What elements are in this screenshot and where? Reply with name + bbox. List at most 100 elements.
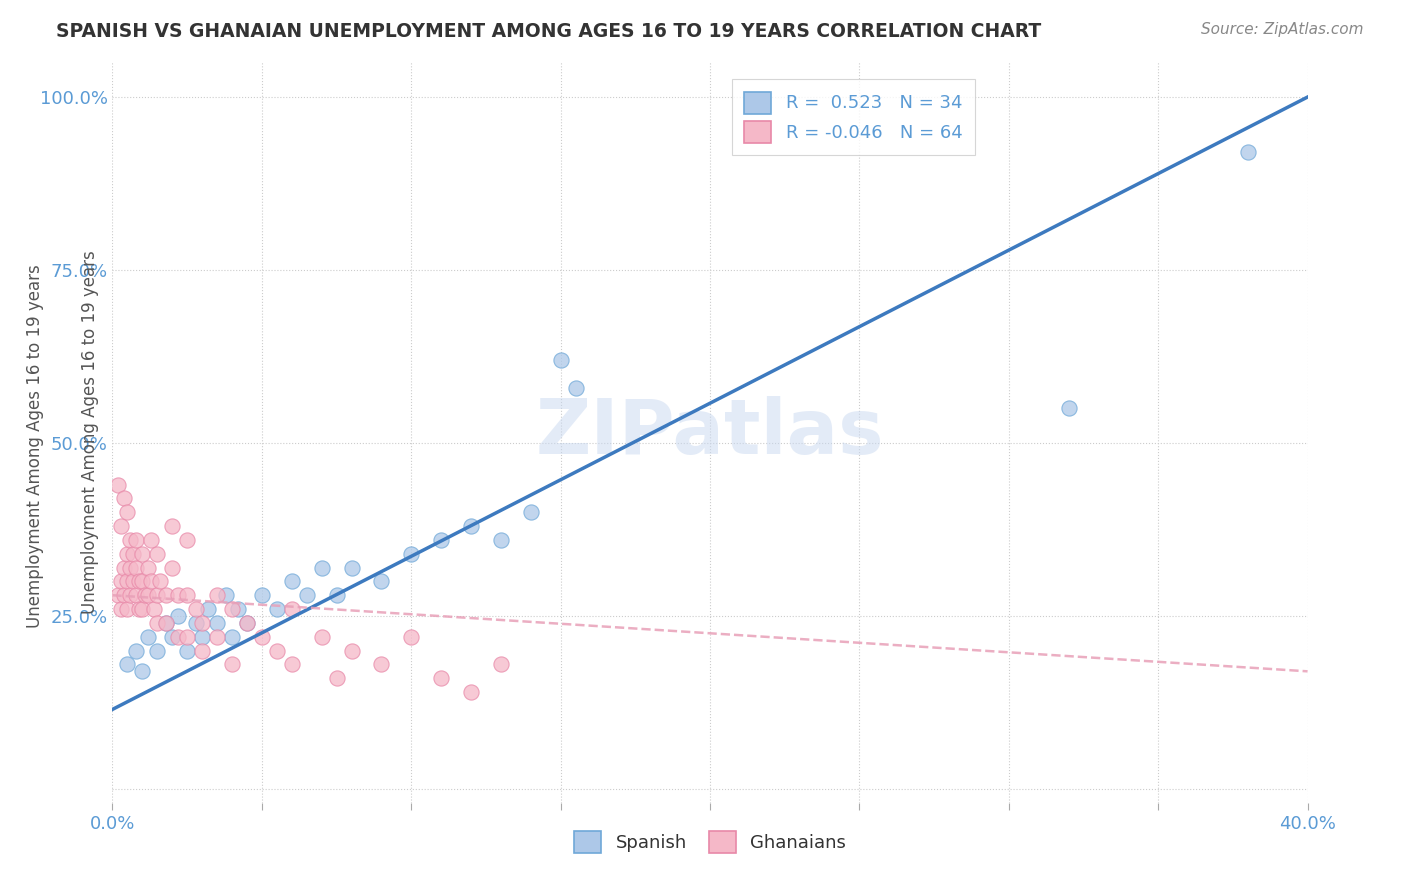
Point — [110, 602, 132, 616]
Point — [131, 602, 153, 616]
Point — [134, 588, 156, 602]
Point — [176, 630, 198, 644]
Point — [191, 615, 214, 630]
Point — [110, 519, 132, 533]
Point — [120, 560, 142, 574]
Point — [281, 574, 304, 589]
Point — [155, 615, 177, 630]
Point — [460, 519, 482, 533]
Point — [205, 615, 228, 630]
Point — [401, 630, 423, 644]
Point — [167, 609, 190, 624]
Point — [1057, 401, 1080, 416]
Point — [138, 588, 160, 602]
Point — [215, 588, 238, 602]
Point — [114, 588, 135, 602]
Point — [125, 560, 148, 574]
Point — [550, 353, 572, 368]
Point — [155, 588, 177, 602]
Point — [117, 602, 139, 616]
Point — [110, 574, 132, 589]
Point — [131, 574, 153, 589]
Point — [117, 505, 139, 519]
Point — [122, 574, 145, 589]
Point — [370, 574, 392, 589]
Point — [325, 671, 347, 685]
Point — [205, 630, 228, 644]
Legend: Spanish, Ghanaians: Spanish, Ghanaians — [567, 824, 853, 861]
Point — [149, 574, 172, 589]
Point — [197, 602, 219, 616]
Point — [146, 547, 169, 561]
Text: ZIPatlas: ZIPatlas — [536, 396, 884, 469]
Point — [489, 657, 512, 672]
Text: SPANISH VS GHANAIAN UNEMPLOYMENT AMONG AGES 16 TO 19 YEARS CORRELATION CHART: SPANISH VS GHANAIAN UNEMPLOYMENT AMONG A… — [56, 22, 1042, 41]
Point — [281, 657, 304, 672]
Point — [146, 588, 169, 602]
Point — [266, 602, 288, 616]
Point — [162, 519, 183, 533]
Point — [325, 588, 347, 602]
Point — [176, 643, 198, 657]
Point — [114, 560, 135, 574]
Point — [128, 574, 150, 589]
Point — [236, 615, 259, 630]
Point — [138, 630, 160, 644]
Point — [370, 657, 392, 672]
Point — [489, 533, 512, 547]
Point — [430, 671, 453, 685]
Point — [167, 588, 190, 602]
Point — [122, 547, 145, 561]
Point — [146, 643, 169, 657]
Point — [176, 588, 198, 602]
Point — [141, 574, 163, 589]
Point — [1237, 145, 1260, 160]
Point — [131, 547, 153, 561]
Point — [143, 602, 166, 616]
Point — [114, 491, 135, 506]
Point — [162, 560, 183, 574]
Point — [340, 643, 363, 657]
Point — [120, 588, 142, 602]
Point — [266, 643, 288, 657]
Point — [295, 588, 318, 602]
Point — [186, 602, 208, 616]
Point — [125, 588, 148, 602]
Point — [250, 588, 273, 602]
Point — [186, 615, 208, 630]
Point — [564, 381, 586, 395]
Point — [131, 665, 153, 679]
Point — [125, 643, 148, 657]
Point — [520, 505, 543, 519]
Point — [138, 560, 160, 574]
Point — [221, 657, 243, 672]
Point — [191, 630, 214, 644]
Point — [125, 533, 148, 547]
Point — [107, 477, 129, 491]
Point — [128, 602, 150, 616]
Point — [176, 533, 198, 547]
Point — [120, 533, 142, 547]
Point — [155, 615, 177, 630]
Point — [205, 588, 228, 602]
Point — [250, 630, 273, 644]
Point — [311, 630, 333, 644]
Point — [146, 615, 169, 630]
Y-axis label: Unemployment Among Ages 16 to 19 years: Unemployment Among Ages 16 to 19 years — [80, 251, 98, 615]
Point — [236, 615, 259, 630]
Point — [401, 547, 423, 561]
Point — [226, 602, 249, 616]
Point — [460, 685, 482, 699]
Point — [162, 630, 183, 644]
Point — [221, 630, 243, 644]
Point — [221, 602, 243, 616]
Point — [141, 533, 163, 547]
Point — [117, 574, 139, 589]
Text: Source: ZipAtlas.com: Source: ZipAtlas.com — [1201, 22, 1364, 37]
Point — [167, 630, 190, 644]
Point — [430, 533, 453, 547]
Point — [340, 560, 363, 574]
Point — [117, 547, 139, 561]
Point — [281, 602, 304, 616]
Point — [107, 588, 129, 602]
